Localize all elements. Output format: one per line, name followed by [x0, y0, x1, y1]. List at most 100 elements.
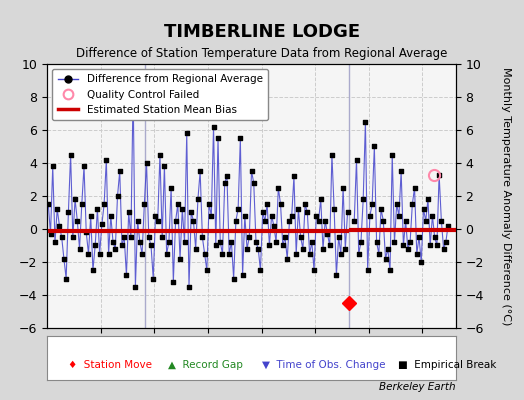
Point: [104, 250, 113, 257]
Point: [288, 212, 296, 219]
Point: [136, 239, 144, 245]
Point: [156, 152, 164, 158]
Point: [151, 212, 160, 219]
Point: [78, 201, 86, 208]
Point: [67, 152, 75, 158]
Point: [216, 239, 224, 245]
Point: [62, 275, 70, 282]
Point: [379, 218, 387, 224]
Point: [430, 234, 439, 240]
Point: [368, 201, 376, 208]
Point: [352, 156, 361, 163]
Point: [384, 246, 392, 252]
Point: [118, 242, 126, 249]
Point: [69, 234, 77, 240]
Point: [227, 239, 236, 245]
Point: [270, 222, 278, 229]
Point: [167, 184, 176, 191]
Point: [292, 250, 300, 257]
Point: [403, 246, 412, 252]
Point: [381, 256, 390, 262]
Point: [314, 218, 323, 224]
Point: [113, 193, 122, 199]
Point: [95, 250, 104, 257]
Point: [129, 86, 137, 92]
Text: ▼  Time of Obs. Change: ▼ Time of Obs. Change: [262, 360, 386, 370]
Point: [200, 250, 209, 257]
Point: [46, 231, 54, 237]
Point: [245, 234, 254, 240]
Point: [395, 212, 403, 219]
Text: Berkeley Earth: Berkeley Earth: [379, 382, 456, 392]
Point: [343, 209, 352, 216]
Point: [303, 209, 312, 216]
Point: [377, 206, 385, 212]
Point: [106, 212, 115, 219]
Point: [325, 242, 334, 249]
Point: [399, 242, 408, 249]
Point: [359, 196, 367, 202]
Point: [361, 118, 369, 125]
Point: [433, 242, 441, 249]
Point: [75, 246, 84, 252]
Point: [424, 196, 432, 202]
Point: [196, 168, 204, 174]
Point: [145, 234, 153, 240]
Point: [428, 212, 436, 219]
Point: [102, 156, 111, 163]
Text: ■  Empirical Break: ■ Empirical Break: [398, 360, 497, 370]
Point: [440, 246, 448, 252]
Point: [232, 218, 240, 224]
Point: [140, 201, 148, 208]
Point: [330, 206, 339, 212]
Point: [370, 143, 378, 150]
Point: [149, 275, 157, 282]
Point: [86, 212, 95, 219]
Point: [252, 239, 260, 245]
Point: [294, 206, 303, 212]
Point: [162, 250, 171, 257]
Point: [205, 201, 213, 208]
Text: ♦  Station Move: ♦ Station Move: [68, 360, 152, 370]
Point: [366, 212, 374, 219]
Point: [160, 163, 169, 170]
Point: [375, 250, 383, 257]
Point: [241, 212, 249, 219]
Point: [221, 180, 229, 186]
Point: [84, 250, 93, 257]
Legend: Difference from Regional Average, Quality Control Failed, Estimated Station Mean: Difference from Regional Average, Qualit…: [52, 69, 268, 120]
Point: [58, 234, 66, 240]
Point: [437, 218, 445, 224]
Point: [283, 256, 291, 262]
Point: [247, 168, 256, 174]
Point: [417, 259, 425, 265]
Text: Difference of Station Temperature Data from Regional Average: Difference of Station Temperature Data f…: [77, 48, 447, 60]
Point: [238, 272, 247, 278]
Point: [185, 284, 193, 290]
Point: [272, 239, 280, 245]
Point: [127, 234, 135, 240]
Point: [154, 218, 162, 224]
Point: [169, 278, 178, 285]
Point: [214, 135, 222, 142]
Point: [265, 242, 274, 249]
Point: [364, 267, 372, 274]
Point: [323, 231, 332, 237]
Point: [263, 201, 271, 208]
Point: [212, 242, 220, 249]
Point: [339, 184, 347, 191]
Point: [225, 250, 233, 257]
Point: [120, 234, 128, 240]
Point: [111, 246, 119, 252]
Point: [158, 234, 167, 240]
Point: [44, 201, 52, 208]
Point: [279, 242, 287, 249]
Point: [281, 234, 289, 240]
Point: [71, 196, 79, 202]
Point: [125, 209, 133, 216]
Point: [267, 212, 276, 219]
Point: [143, 160, 151, 166]
Point: [80, 163, 88, 170]
Point: [173, 201, 182, 208]
Point: [147, 242, 155, 249]
